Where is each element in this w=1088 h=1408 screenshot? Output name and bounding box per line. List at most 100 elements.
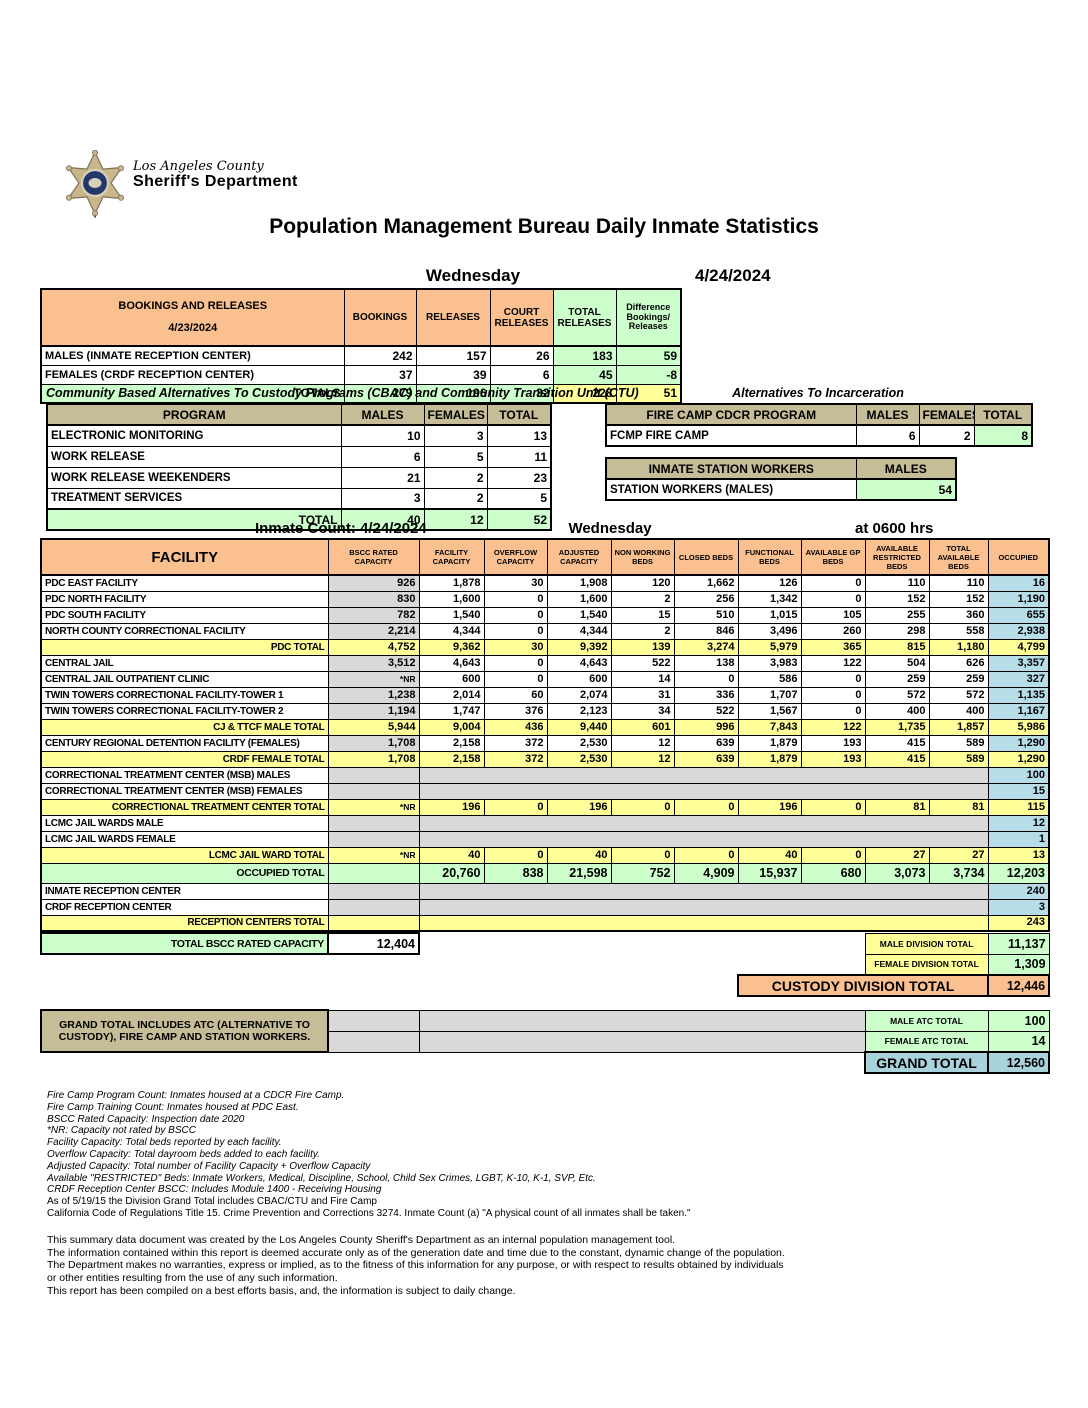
date-label: 4/24/2024 — [695, 266, 771, 285]
capacity-cell: 2,530 — [546, 750, 612, 768]
program-label: WORK RELEASE WEEKENDERS — [46, 466, 342, 489]
facility-row: LCMC JAIL WARD TOTAL *NR 40 0 40 0 0 40 0 27 27 13 — [40, 846, 1050, 864]
capacity-cell: 1,567 — [737, 702, 802, 720]
custody-division-total-label: CUSTODY DIVISION TOTAL — [736, 974, 990, 997]
total-bscc-label: TOTAL BSCC RATED CAPACITY — [40, 932, 329, 955]
capacity-cell: 193 — [800, 750, 866, 768]
capacity-cell: 2,014 — [418, 686, 485, 704]
col-header-available-gp-beds: AVAILABLE GP BEDS — [800, 538, 866, 576]
facility-row: CENTURY REGIONAL DETENTION FACILITY (FEM… — [40, 734, 1050, 752]
occupied-cell: 100 — [987, 766, 1050, 784]
bscc-capacity-cell: 5,944 — [327, 718, 420, 736]
cell-males: 3 — [340, 487, 425, 510]
weekday-label: Wednesday — [425, 266, 521, 285]
male-atc-total-value: 100 — [987, 1009, 1050, 1032]
county-label: Los Angeles County — [133, 159, 264, 174]
male-division-total-value: 11,137 — [987, 932, 1050, 955]
capacity-cell: 4,643 — [418, 654, 485, 672]
facility-name-cell: RECEPTION CENTERS TOTAL — [40, 914, 329, 932]
capacity-cell: 2 — [610, 590, 675, 608]
capacity-cell: 4,344 — [546, 622, 612, 640]
disclaimer-line: The information contained within this re… — [47, 1246, 785, 1259]
capacity-cell: 522 — [610, 654, 675, 672]
capacity-cell: 415 — [864, 734, 930, 752]
department-label: Sheriff's Department — [133, 172, 298, 190]
capacity-cell: 15,937 — [737, 862, 802, 884]
program-label: WORK RELEASE — [46, 445, 342, 468]
custody-division-row: CUSTODY DIVISION TOTAL 12,446 — [41, 974, 1051, 997]
inmate-count-weekday: Wednesday — [568, 520, 652, 537]
merged-empty-cell — [418, 914, 989, 932]
page-title: Population Management Bureau Daily Inmat… — [269, 215, 819, 238]
bscc-capacity-cell: *NR — [327, 846, 420, 864]
capacity-cell: 1,540 — [418, 606, 485, 624]
capacity-cell: 572 — [864, 686, 930, 704]
occupied-cell: 240 — [987, 882, 1050, 900]
bookings-title-text: BOOKINGS AND RELEASES — [118, 300, 268, 312]
col-header-total-releases: TOTAL RELEASES — [552, 288, 617, 347]
merged-empty-cell — [418, 766, 989, 784]
female-division-total-value: 1,309 — [987, 953, 1050, 976]
capacity-cell: 81 — [864, 798, 930, 816]
disclaimer-line: The Department makes no warranties, expr… — [47, 1259, 784, 1272]
occupied-cell: 3 — [987, 898, 1050, 916]
capacity-cell: 40 — [737, 846, 802, 864]
capacity-cell: 1,342 — [737, 590, 802, 608]
capacity-cell: 1,735 — [864, 718, 930, 736]
capacity-cell: 298 — [864, 622, 930, 640]
footnote-line: As of 5/19/15 the Division Grand Total i… — [47, 1196, 377, 1208]
occupied-cell: 655 — [987, 606, 1050, 624]
cell-males: 10 — [340, 424, 425, 447]
capacity-cell: 120 — [610, 574, 675, 592]
department-name: Los Angeles County Sheriff's Department — [133, 160, 298, 190]
capacity-cell: 126 — [737, 574, 802, 592]
fire-camp-row: FCMP FIRE CAMP 6 2 8 — [605, 424, 1033, 447]
capacity-cell: 110 — [864, 574, 930, 592]
facility-row: CORRECTIONAL TREATMENT CENTER TOTAL *NR 19… — [40, 798, 1050, 816]
capacity-cell: 110 — [928, 574, 989, 592]
footnote-line: Fire Camp Training Count: Inmates housed… — [47, 1101, 299, 1113]
facility-name-cell: PDC NORTH FACILITY — [40, 590, 329, 608]
cell-station-workers: 54 — [855, 478, 957, 501]
cell-releases: 39 — [415, 364, 491, 385]
cell-releases-total: 196 — [415, 383, 491, 404]
program-label: TREATMENT SERVICES — [46, 487, 342, 510]
col-header-overflow-capacity: OVERFLOW CAPACITY — [483, 538, 548, 576]
disclaimer-line: This report has been compiled on a best … — [47, 1284, 516, 1297]
fire-camp-table: FIRE CAMP CDCR PROGRAM MALES FEMALES TOT… — [605, 403, 1033, 447]
col-header-difference: Difference Bookings/ Releases — [615, 288, 682, 347]
male-division-total-label: MALE DIVISION TOTAL — [864, 932, 989, 955]
bscc-capacity-cell — [327, 862, 420, 884]
footnote-line: Overflow Capacity: Total dayroom beds ad… — [47, 1148, 320, 1160]
capacity-cell: 415 — [864, 750, 930, 768]
capacity-cell: 27 — [864, 846, 930, 864]
facility-name-cell: PDC EAST FACILITY — [40, 574, 329, 592]
cbac-row: ELECTRONIC MONITORING 10 3 13 — [46, 424, 552, 447]
capacity-cell: 30 — [483, 574, 548, 592]
capacity-cell: 12 — [610, 734, 675, 752]
col-header-bscc-rated-capacity: BSCC RATED CAPACITY — [327, 538, 420, 576]
capacity-cell: 9,440 — [546, 718, 612, 736]
occupied-cell: 115 — [987, 798, 1050, 816]
facility-row: NORTH COUNTY CORRECTIONAL FACILITY 2,214 4… — [40, 622, 1050, 640]
capacity-cell: 1,180 — [928, 638, 989, 656]
facility-row: PDC SOUTH FACILITY 782 1,540 0 1,540 15 510 1,0… — [40, 606, 1050, 624]
capacity-cell: 0 — [800, 702, 866, 720]
merged-empty-cell — [418, 782, 989, 800]
bscc-capacity-cell: 830 — [327, 590, 420, 608]
capacity-cell: 0 — [483, 670, 548, 688]
capacity-cell: 600 — [418, 670, 485, 688]
cell-total: 5 — [486, 487, 552, 510]
footnote-line: Facility Capacity: Total beds reported b… — [47, 1137, 282, 1149]
facility-row: CJ & TTCF MALE TOTAL 5,944 9,004 436 9,440 60… — [40, 718, 1050, 736]
bookings-title: BOOKINGS AND RELEASES 4/23/2024 — [40, 288, 345, 347]
col-header-females: FEMALES — [423, 403, 488, 426]
cell-females-total: 12 — [423, 508, 488, 531]
cell-total: 11 — [486, 445, 552, 468]
capacity-cell: 626 — [928, 654, 989, 672]
row-label: MALES (INMATE RECEPTION CENTER) — [40, 345, 345, 366]
capacity-cell: 152 — [928, 590, 989, 608]
capacity-cell: 260 — [800, 622, 866, 640]
occupied-cell: 16 — [987, 574, 1050, 592]
col-header-males: MALES — [340, 403, 425, 426]
